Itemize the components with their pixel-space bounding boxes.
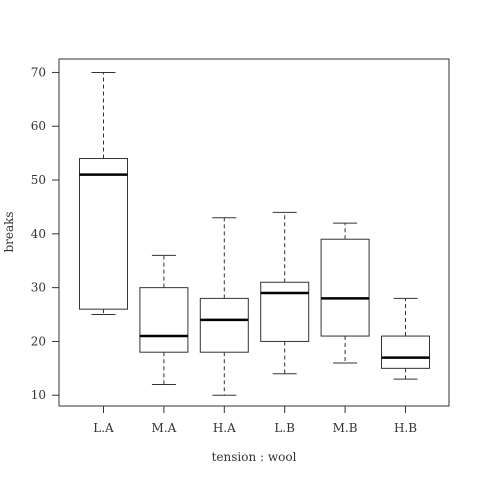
box-M.A: [139, 254, 189, 385]
x-axis: L.A M.A H.A L.B M.B H.B: [93, 405, 417, 435]
y-tick-label-20: 20: [31, 334, 46, 348]
box-L.B: [260, 211, 310, 375]
boxes-layer: [79, 71, 430, 396]
y-tick-label-30: 30: [31, 281, 46, 295]
y-axis-title: breaks: [2, 211, 16, 252]
y-axis: 10 20 30 40 50 60 70: [31, 65, 60, 402]
y-tick-label-40: 40: [31, 227, 46, 241]
iqr-box: [260, 281, 310, 342]
box-L.A: [79, 71, 128, 316]
iqr-box: [381, 335, 430, 369]
x-tick-label-M.B: M.B: [333, 421, 358, 435]
box-H.B: [381, 297, 430, 380]
box-M.B: [320, 222, 370, 364]
y-tick-label-60: 60: [31, 119, 46, 133]
y-tick-label-70: 70: [31, 65, 46, 79]
x-tick-label-M.A: M.A: [152, 421, 177, 435]
y-tick-label-50: 50: [31, 173, 46, 187]
iqr-box: [199, 297, 249, 353]
x-tick-label-L.A: L.A: [93, 421, 114, 435]
box-H.A: [199, 217, 249, 396]
x-axis-title: tension : wool: [212, 450, 297, 464]
iqr-box: [320, 238, 370, 337]
x-tick-label-H.B: H.B: [394, 421, 417, 435]
y-tick-label-10: 10: [31, 388, 46, 402]
x-tick-label-L.B: L.B: [274, 421, 295, 435]
iqr-box: [79, 158, 128, 310]
iqr-box: [139, 287, 189, 353]
x-tick-label-H.A: H.A: [213, 421, 236, 435]
